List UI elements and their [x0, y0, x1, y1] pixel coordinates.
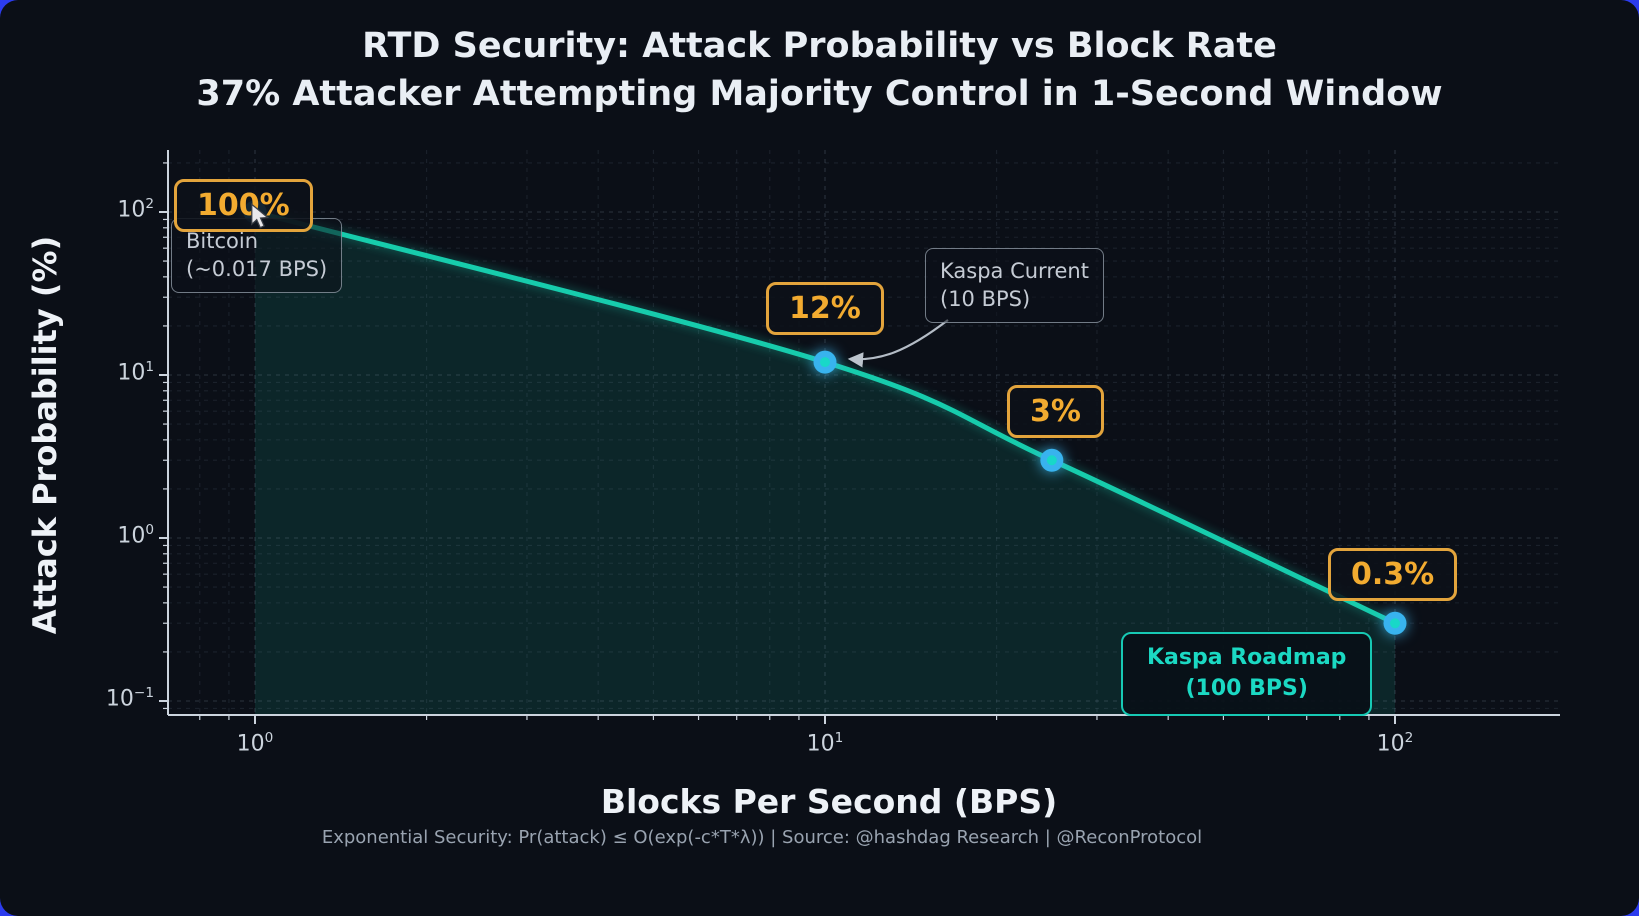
- callout-0-3-percent: 0.3%: [1328, 548, 1458, 601]
- annotation-kaspa-current-line2: (10 BPS): [940, 287, 1031, 312]
- mouse-cursor-icon: [249, 203, 271, 233]
- callout-100-percent: 100%: [174, 179, 313, 232]
- security-curve: [252, 209, 1398, 626]
- chart-subtitle: 37% Attacker Attempting Majority Control…: [196, 74, 1443, 114]
- area-under-curve: [255, 212, 1395, 715]
- data-point-marker-core: [820, 357, 830, 368]
- kaspa-current-arrow: [847, 319, 949, 368]
- annotation-kaspa-roadmap-line2: (100 BPS): [1185, 675, 1308, 701]
- chart-title: RTD Security: Attack Probability vs Bloc…: [362, 26, 1277, 66]
- callout-12-percent: 12%: [766, 282, 884, 335]
- footer-caption: Exponential Security: Pr(attack) ≤ O(exp…: [321, 827, 1203, 848]
- chart-title-block: RTD Security: Attack Probability vs Bloc…: [0, 22, 1639, 118]
- annotation-bitcoin-line2: (~0.017 BPS): [186, 257, 328, 282]
- callout-3-percent: 3%: [1007, 385, 1104, 438]
- x-axis-label: Blocks Per Second (BPS): [600, 782, 1058, 821]
- y-axis-label: Attack Probability (%): [26, 235, 64, 635]
- annotation-kaspa-current: Kaspa Current (10 BPS): [925, 248, 1104, 323]
- annotation-kaspa-roadmap: Kaspa Roadmap (100 BPS): [1121, 632, 1373, 716]
- data-point-marker-core: [1046, 455, 1057, 466]
- annotation-kaspa-roadmap-line1: Kaspa Roadmap: [1147, 645, 1347, 670]
- annotation-bitcoin-line1: Bitcoin: [186, 229, 259, 253]
- data-point-marker-core: [1390, 618, 1400, 629]
- annotation-kaspa-current-line1: Kaspa Current: [940, 259, 1089, 283]
